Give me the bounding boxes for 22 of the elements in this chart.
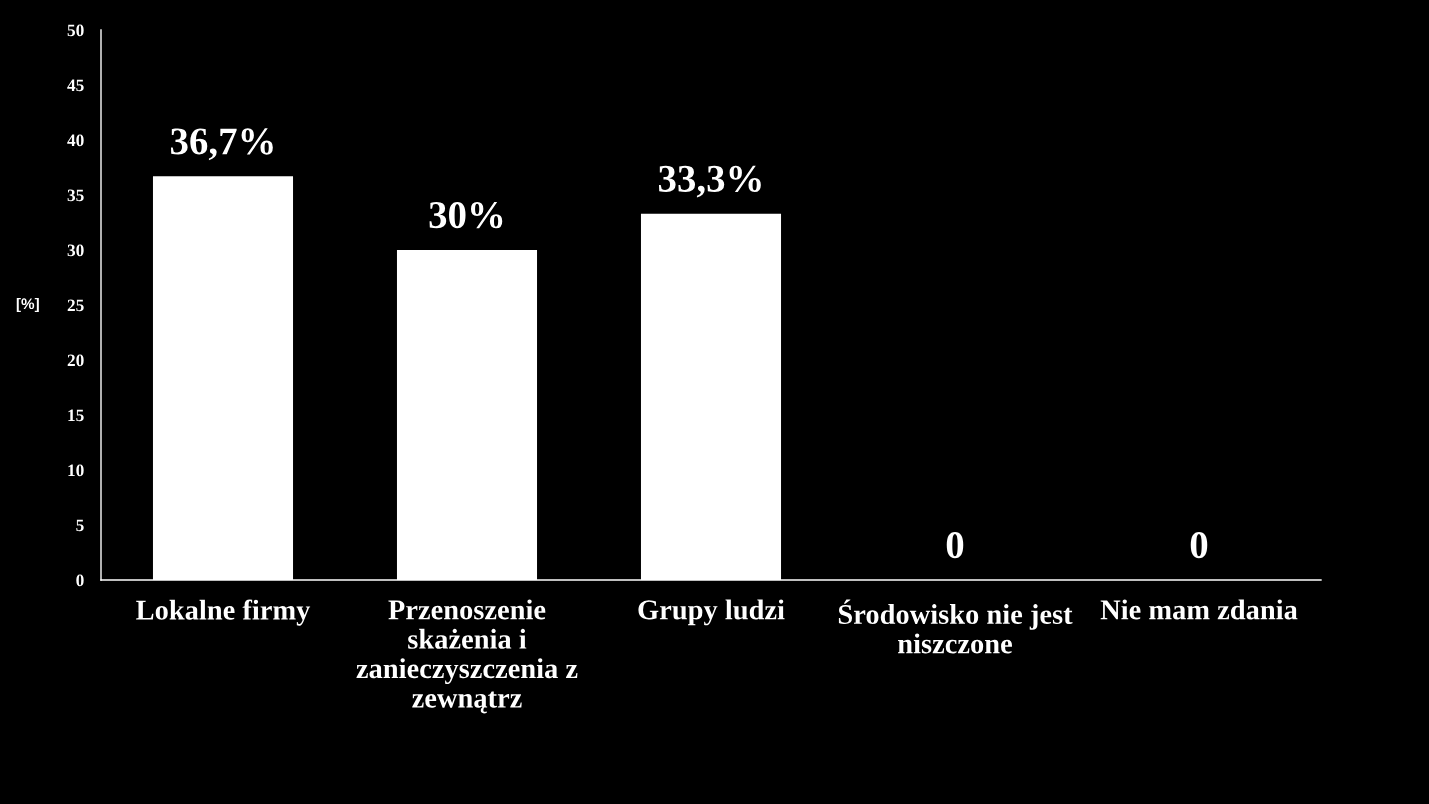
data-label: 36,7% [170, 128, 273, 161]
data-label: 33,3% [658, 165, 761, 198]
y-tick-label: 10 [68, 464, 84, 477]
y-tick-label: 30 [67, 244, 84, 257]
y-tick-label: 40 [67, 134, 84, 147]
y-tick-label: 20 [67, 354, 84, 367]
x-tick-label: Grupy ludzi [638, 599, 785, 626]
data-label: 0 [1190, 531, 1208, 559]
data-label: 0 [946, 531, 964, 559]
y-tick-label: 50 [67, 24, 84, 37]
y-tick-label: 45 [67, 79, 84, 92]
y-tick-label: 35 [67, 189, 84, 202]
x-tick-label: Środowisko nie jest niszczone [838, 599, 1073, 654]
data-label: 30% [429, 201, 503, 229]
y-axis-title: [%] [16, 297, 39, 313]
y-tick-label: 0 [76, 574, 84, 587]
x-tick-label: Lokalne firmy [136, 599, 311, 626]
x-tick-label: Przenoszenie skażenia i zanieczyszczenia z zewnątrz [356, 599, 578, 714]
x-tick-label: Nie mam zdania [1100, 599, 1298, 620]
y-tick-label: 5 [76, 519, 84, 532]
y-tick-label: 25 [67, 299, 84, 312]
y-tick-label: 15 [68, 409, 84, 422]
